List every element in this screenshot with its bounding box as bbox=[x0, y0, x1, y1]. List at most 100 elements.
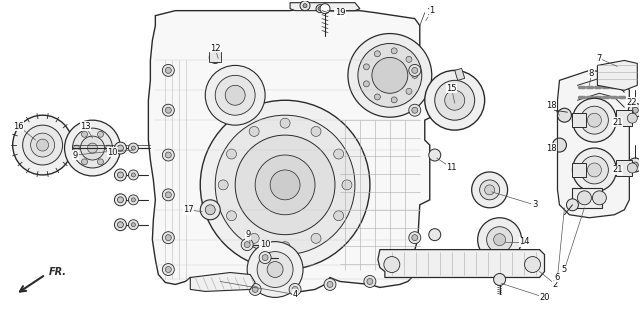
Circle shape bbox=[632, 107, 638, 113]
Circle shape bbox=[129, 170, 138, 180]
Text: 9: 9 bbox=[73, 150, 78, 160]
Circle shape bbox=[81, 159, 88, 165]
Circle shape bbox=[165, 235, 172, 241]
Circle shape bbox=[632, 162, 638, 168]
Text: 21: 21 bbox=[612, 118, 623, 127]
Circle shape bbox=[259, 252, 271, 264]
Circle shape bbox=[588, 113, 602, 127]
Circle shape bbox=[627, 113, 637, 123]
Circle shape bbox=[367, 278, 373, 284]
Circle shape bbox=[247, 242, 303, 297]
Circle shape bbox=[409, 64, 420, 76]
Circle shape bbox=[289, 284, 301, 295]
Polygon shape bbox=[290, 3, 360, 11]
Circle shape bbox=[195, 278, 206, 291]
Circle shape bbox=[165, 192, 172, 198]
Polygon shape bbox=[557, 70, 629, 218]
Circle shape bbox=[209, 52, 221, 63]
Text: 10: 10 bbox=[108, 148, 118, 156]
Circle shape bbox=[429, 229, 441, 241]
Text: 18: 18 bbox=[546, 144, 557, 153]
Polygon shape bbox=[190, 273, 255, 292]
Circle shape bbox=[218, 180, 228, 190]
Circle shape bbox=[320, 4, 330, 14]
Circle shape bbox=[391, 48, 397, 54]
Circle shape bbox=[97, 131, 104, 137]
Text: 12: 12 bbox=[210, 44, 220, 53]
Circle shape bbox=[129, 220, 138, 230]
Circle shape bbox=[215, 76, 255, 115]
Circle shape bbox=[131, 223, 136, 227]
Bar bbox=[572, 113, 586, 127]
Circle shape bbox=[81, 136, 104, 160]
Circle shape bbox=[197, 282, 204, 287]
Circle shape bbox=[566, 199, 579, 211]
Text: 1: 1 bbox=[427, 8, 433, 17]
Circle shape bbox=[364, 81, 369, 87]
Circle shape bbox=[316, 5, 324, 13]
Circle shape bbox=[280, 118, 290, 128]
Circle shape bbox=[235, 135, 335, 235]
Circle shape bbox=[303, 4, 307, 8]
Circle shape bbox=[163, 264, 174, 276]
Text: 14: 14 bbox=[519, 237, 530, 246]
Circle shape bbox=[106, 145, 111, 151]
Circle shape bbox=[205, 65, 265, 125]
Circle shape bbox=[200, 100, 370, 269]
Circle shape bbox=[74, 145, 79, 151]
Circle shape bbox=[200, 200, 220, 220]
Circle shape bbox=[115, 169, 127, 181]
Bar bbox=[616, 110, 632, 126]
Circle shape bbox=[486, 227, 513, 252]
Polygon shape bbox=[148, 9, 435, 292]
Circle shape bbox=[627, 163, 637, 173]
Circle shape bbox=[384, 257, 400, 273]
Circle shape bbox=[358, 44, 422, 107]
Circle shape bbox=[409, 104, 420, 116]
Circle shape bbox=[22, 125, 63, 165]
Circle shape bbox=[479, 180, 500, 200]
Circle shape bbox=[572, 148, 616, 192]
Circle shape bbox=[557, 108, 572, 122]
Circle shape bbox=[333, 149, 344, 159]
Circle shape bbox=[165, 267, 172, 273]
Circle shape bbox=[348, 34, 432, 117]
Circle shape bbox=[115, 142, 127, 154]
Text: 19: 19 bbox=[335, 8, 345, 17]
Circle shape bbox=[435, 80, 475, 120]
Circle shape bbox=[292, 286, 298, 292]
Circle shape bbox=[212, 282, 218, 287]
Text: 1: 1 bbox=[429, 6, 435, 15]
Polygon shape bbox=[378, 250, 545, 277]
Circle shape bbox=[131, 146, 136, 150]
Circle shape bbox=[300, 1, 310, 11]
Text: 17: 17 bbox=[183, 205, 193, 214]
Circle shape bbox=[163, 64, 174, 76]
Circle shape bbox=[227, 149, 237, 159]
Circle shape bbox=[484, 185, 495, 195]
Circle shape bbox=[118, 145, 124, 151]
Circle shape bbox=[88, 143, 97, 153]
Circle shape bbox=[628, 103, 640, 117]
Text: 8: 8 bbox=[589, 69, 594, 78]
Circle shape bbox=[412, 235, 418, 241]
Text: 3: 3 bbox=[532, 200, 537, 209]
Circle shape bbox=[262, 255, 268, 260]
Text: 10: 10 bbox=[260, 240, 270, 249]
Text: 22: 22 bbox=[626, 98, 637, 107]
Circle shape bbox=[333, 211, 344, 221]
Circle shape bbox=[255, 155, 315, 215]
Bar bbox=[572, 188, 602, 208]
Circle shape bbox=[311, 233, 321, 243]
Circle shape bbox=[115, 194, 127, 206]
Circle shape bbox=[412, 72, 418, 78]
Circle shape bbox=[163, 232, 174, 244]
Circle shape bbox=[572, 98, 616, 142]
Text: 9: 9 bbox=[246, 230, 251, 239]
Circle shape bbox=[406, 88, 412, 94]
Circle shape bbox=[267, 261, 283, 277]
Circle shape bbox=[72, 128, 113, 168]
Text: 6: 6 bbox=[555, 273, 560, 282]
Bar bbox=[209, 52, 221, 62]
Circle shape bbox=[280, 242, 290, 252]
